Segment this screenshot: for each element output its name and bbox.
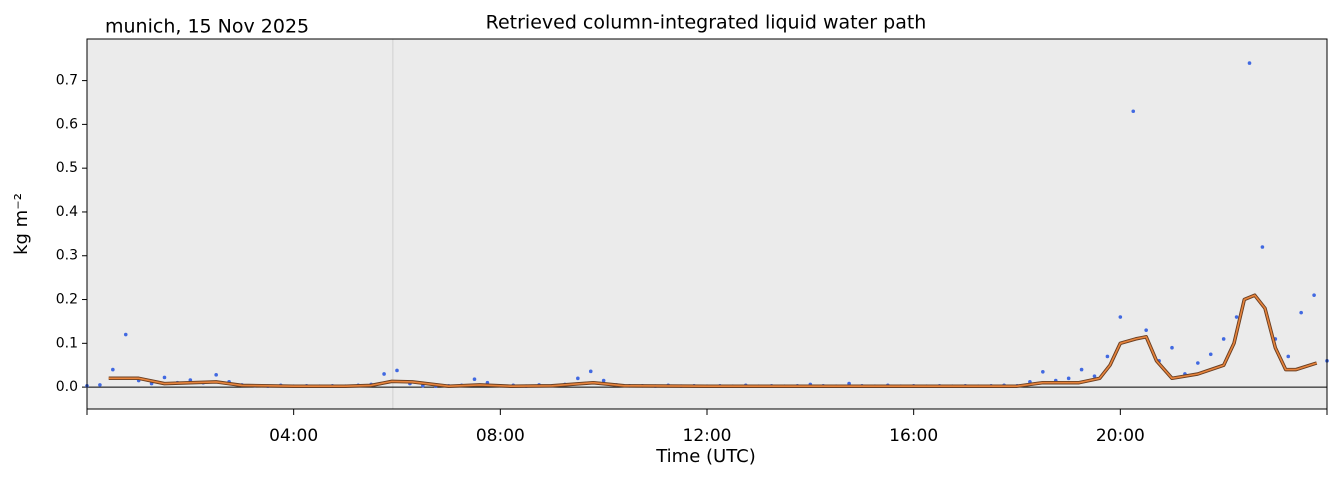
- data-point: [1247, 61, 1252, 65]
- data-point: [1208, 352, 1213, 357]
- data-point: [472, 377, 477, 382]
- data-point: [1234, 315, 1239, 319]
- chart-subtitle: munich, 15 Nov 2025: [105, 16, 309, 38]
- data-point: [1118, 315, 1123, 319]
- data-point: [1041, 369, 1045, 374]
- x-tick-label: 04:00: [269, 426, 318, 446]
- plot-area: [87, 39, 1327, 409]
- y-tick-label: 0.5: [56, 160, 78, 176]
- data-point: [1066, 376, 1071, 381]
- chart-title: Retrieved column-integrated liquid water…: [486, 12, 927, 34]
- y-tick-label: 0.7: [56, 73, 78, 89]
- data-point: [98, 383, 102, 387]
- data-point: [576, 376, 580, 381]
- x-tick-label: 16:00: [889, 426, 938, 446]
- data-point: [1079, 367, 1084, 372]
- data-point: [1131, 109, 1136, 114]
- data-point: [1105, 354, 1110, 359]
- y-tick-label: 0.1: [56, 335, 78, 351]
- x-tick-label: 20:00: [1096, 426, 1145, 446]
- y-tick-label: 0.0: [56, 379, 78, 395]
- y-axis-label: kg m⁻²: [11, 193, 32, 255]
- data-point: [1144, 328, 1148, 332]
- smoothed-line: [108, 294, 1317, 387]
- y-tick-label: 0.6: [56, 116, 78, 132]
- data-point: [395, 368, 399, 373]
- plot-frame: [86, 38, 1328, 410]
- y-tick-label: 0.2: [56, 292, 78, 308]
- data-point: [1286, 354, 1291, 359]
- x-axis-label: Time (UTC): [655, 446, 756, 467]
- data-point: [1170, 345, 1174, 350]
- data-point: [382, 372, 386, 376]
- data-point: [1196, 361, 1200, 365]
- y-tick-label: 0.3: [56, 248, 78, 264]
- x-tick-label: 12:00: [683, 426, 732, 446]
- data-point: [123, 332, 128, 337]
- data-point: [111, 367, 115, 372]
- data-point: [1092, 374, 1097, 378]
- data-point: [214, 373, 218, 377]
- x-tick-label: 08:00: [476, 426, 525, 446]
- data-point: [1299, 310, 1303, 315]
- data-point: [601, 378, 606, 383]
- data-point: [588, 369, 593, 374]
- data-point: [1260, 245, 1265, 249]
- data-point: [162, 375, 167, 380]
- data-point: [1221, 337, 1226, 341]
- y-tick-label: 0.4: [56, 204, 78, 220]
- data-point: [1312, 293, 1316, 297]
